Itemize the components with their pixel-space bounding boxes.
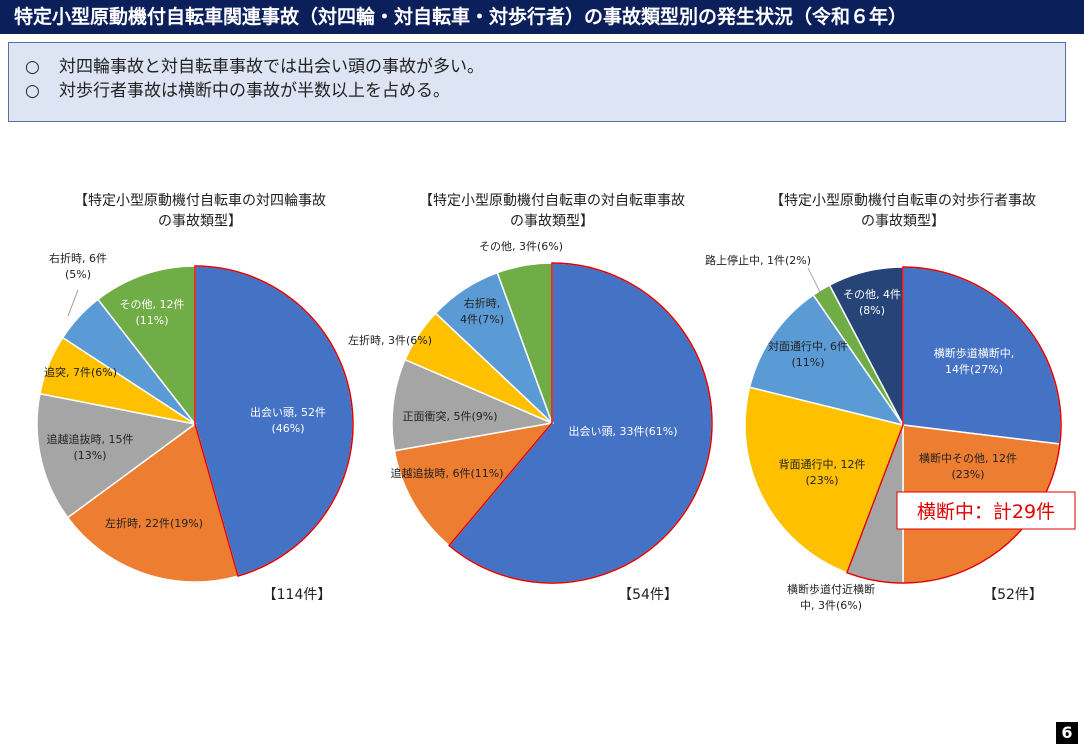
pie-slice xyxy=(744,386,905,574)
slice-label: 左折時, 22件(19%) xyxy=(105,516,203,530)
total-label: 【114件】 xyxy=(263,587,332,603)
slice-label: その他, 12件(11%) xyxy=(120,298,185,327)
pie-slice xyxy=(96,265,196,427)
summary-text: 対四輪事故と対自転車事故では出会い頭の事故が多い。 xyxy=(59,57,484,77)
leader-line xyxy=(67,289,79,317)
pie-slice xyxy=(36,392,197,519)
slice-label: 左折時, 3件(6%) xyxy=(348,333,432,347)
slice-label: その他, 4件(8%) xyxy=(843,288,901,317)
page-title: 特定小型原動機付自転車関連事故（対四輪・対自転車・対歩行者）の事故類型別の発生状… xyxy=(0,0,1084,34)
pie-slice xyxy=(748,293,905,427)
slice-label: 横断歩道横断中, 14件(27%) xyxy=(934,346,1015,376)
chart-title: 【特定小型原動機付自転車の対歩行者事故の事故類型】 xyxy=(770,192,1036,229)
slice-label: 路上停止中, 1件(2%) xyxy=(705,253,811,267)
chart-title: 【特定小型原動機付自転車の対四輪事故の事故類型】 xyxy=(74,192,326,229)
bullet-mark: ○ xyxy=(25,81,40,101)
summary-box: ○ 対四輪事故と対自転車事故では出会い頭の事故が多い。 ○ 対歩行者事故は横断中の事… xyxy=(8,42,1066,122)
highlight-outline xyxy=(448,262,713,584)
pie-slice xyxy=(391,358,555,452)
slice-label: 横断歩道付近横断中, 3件(6%) xyxy=(787,582,875,612)
slice-label: 正面衝突, 5件(9%) xyxy=(402,409,497,423)
bullet-mark: ○ xyxy=(25,57,40,77)
slice-label: 出会い頭, 33件(61%) xyxy=(568,424,677,438)
pie-slice xyxy=(393,421,554,547)
slice-label: 背面通行中, 12件(23%) xyxy=(779,457,866,487)
slice-label: 対面通行中, 6件(11%) xyxy=(768,339,848,369)
slice-label: その他, 3件(6%) xyxy=(479,240,563,253)
leader-line xyxy=(807,267,821,293)
slice-label: 追越追抜時, 15件(13%) xyxy=(47,432,134,462)
summary-line: ○ 対歩行者事故は横断中の事故が半数以上を占める。 xyxy=(25,79,1049,103)
highlight-outline xyxy=(846,266,1062,584)
page-number: 6 xyxy=(1056,722,1078,744)
callout-text: 横断中：計29件 xyxy=(917,501,1055,523)
slice-label: 横断中その他, 12件(23%) xyxy=(919,451,1017,481)
highlight-outline xyxy=(194,265,354,577)
total-label: 【52件】 xyxy=(983,587,1043,603)
callout-box xyxy=(896,491,1076,530)
pie-slice xyxy=(66,422,239,583)
total-label: 【54件】 xyxy=(618,587,678,603)
summary-line: ○ 対四輪事故と対自転車事故では出会い頭の事故が多い。 xyxy=(25,55,1049,79)
summary-text: 対歩行者事故は横断中の事故が半数以上を占める。 xyxy=(59,81,450,101)
slice-label: 右折時, 6件(5%) xyxy=(49,251,107,281)
slice-label: 出会い頭, 52件(46%) xyxy=(250,405,326,435)
chart-title: 【特定小型原動機付自転車の対自転車事故の事故類型】 xyxy=(419,192,685,229)
slice-label: 右折時, 4件(7%) xyxy=(460,296,504,326)
slice-label: 追突, 7件(6%) xyxy=(44,365,117,379)
slice-label: 追越追抜時, 6件(11%) xyxy=(390,466,503,480)
